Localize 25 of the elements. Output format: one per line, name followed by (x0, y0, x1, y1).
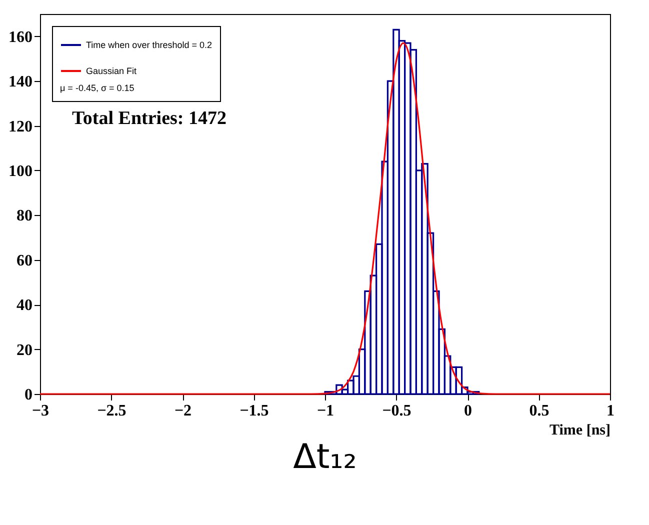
x-tick-label: −2.5 (97, 402, 126, 420)
x-tick-label: −1 (316, 402, 334, 420)
y-tick-label: 40 (16, 297, 32, 314)
legend-label: Gaussian Fit (86, 66, 138, 76)
y-tick-label: 160 (8, 28, 32, 46)
x-tick-label: 0 (464, 402, 472, 420)
x-tick-label: −1.5 (240, 402, 269, 420)
y-tick-label: 60 (16, 252, 32, 270)
x-axis-title: Time [ns] (550, 422, 610, 438)
x-tick-label: −2 (174, 402, 192, 420)
y-tick-label: 80 (16, 208, 32, 225)
y-tick-label: 100 (8, 162, 32, 180)
y-tick-label: 0 (24, 386, 32, 404)
x-tick-label: −3 (32, 402, 50, 420)
line-series (39, 42, 611, 395)
legend-title: μ = -0.45, σ = 0.15 (60, 83, 134, 93)
y-tick-label: 120 (8, 118, 32, 136)
x-tick-label: −0.5 (382, 402, 412, 420)
legend-label: Time when over threshold = 0.2 (86, 40, 212, 50)
x-tick-label: 0.5 (529, 402, 550, 420)
text: Δt₁₂ (293, 437, 357, 477)
annotation: Total Entries: 1472 (72, 108, 226, 129)
y-tick-label: 20 (16, 342, 32, 359)
y-tick-label: 140 (8, 74, 32, 91)
x-tick-label: 1 (606, 402, 614, 420)
